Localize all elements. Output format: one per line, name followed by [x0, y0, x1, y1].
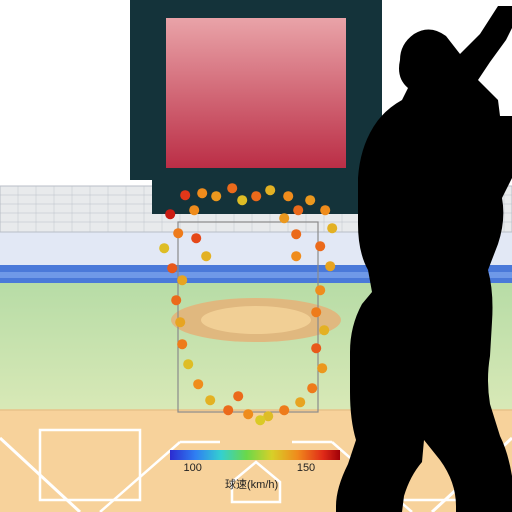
pitch-dot [265, 185, 275, 195]
pitch-dot [251, 191, 261, 201]
pitch-dot [237, 195, 247, 205]
pitch-dot [177, 275, 187, 285]
pitch-dot [317, 363, 327, 373]
pitch-dot [279, 405, 289, 415]
pitch-dot [191, 233, 201, 243]
pitch-dot [197, 188, 207, 198]
pitch-dot [305, 195, 315, 205]
pitch-dot [177, 339, 187, 349]
pitch-dot [175, 317, 185, 327]
pitch-dot [307, 383, 317, 393]
pitch-dot [233, 391, 243, 401]
pitch-dot [283, 191, 293, 201]
pitch-dot [291, 251, 301, 261]
pitch-dot [165, 209, 175, 219]
pitch-dot [201, 251, 211, 261]
pitch-dot [311, 343, 321, 353]
pitch-dot [180, 190, 190, 200]
pitch-dot [193, 379, 203, 389]
pitch-dot [325, 261, 335, 271]
pitch-dot [223, 405, 233, 415]
pitch-dot [293, 205, 303, 215]
pitch-dot [315, 285, 325, 295]
pitch-dot [205, 395, 215, 405]
pitch-dot [159, 243, 169, 253]
stadium-background [0, 0, 512, 512]
pitch-dot [255, 415, 265, 425]
pitch-dot [183, 359, 193, 369]
pitch-dot [320, 205, 330, 215]
pitch-dot [311, 307, 321, 317]
pitch-dot [173, 228, 183, 238]
pitch-dot [295, 397, 305, 407]
pitch-dot [189, 205, 199, 215]
pitch-dot [327, 223, 337, 233]
pitch-dot [315, 241, 325, 251]
colorbar-tick: 150 [297, 462, 315, 474]
pitch-dot [291, 229, 301, 239]
pitch-dot [211, 191, 221, 201]
colorbar-tick: 100 [183, 462, 201, 474]
pitch-dot [243, 409, 253, 419]
pitch-dot [167, 263, 177, 273]
pitch-dot [171, 295, 181, 305]
pitch-dot [319, 325, 329, 335]
pitch-dot [279, 213, 289, 223]
pitch-dot [227, 183, 237, 193]
colorbar-caption: 球速(km/h) [225, 476, 278, 492]
